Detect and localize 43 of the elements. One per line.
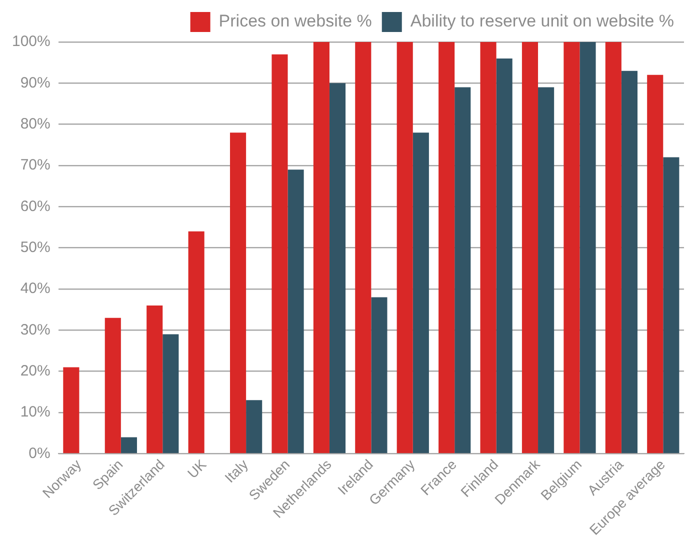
bar — [396, 42, 413, 454]
bar — [663, 157, 680, 454]
y-tick-label: 90% — [20, 74, 50, 92]
bar — [230, 132, 246, 454]
y-tick-label: 70% — [20, 156, 50, 174]
y-tick-label: 60% — [20, 198, 50, 215]
bar — [146, 305, 163, 454]
bar — [647, 74, 664, 454]
bar — [272, 54, 288, 454]
bar — [564, 42, 580, 454]
y-tick-label: 10% — [20, 404, 50, 421]
legend-label: Prices on website % — [218, 12, 372, 31]
bar — [63, 367, 80, 454]
y-tick-label: 40% — [20, 280, 50, 298]
bar — [538, 87, 554, 454]
bar — [621, 70, 638, 454]
y-tick-label: 100% — [12, 33, 50, 50]
bar — [480, 42, 496, 454]
bar — [371, 297, 388, 454]
y-tick-label: 80% — [20, 115, 50, 132]
y-tick-label: 20% — [20, 362, 50, 380]
bar — [355, 42, 372, 454]
bar — [104, 318, 121, 454]
bar — [313, 42, 330, 454]
x-tick-label: UK — [184, 456, 210, 482]
bar — [496, 58, 512, 454]
bar — [288, 170, 304, 454]
bar — [162, 334, 179, 454]
bar — [329, 83, 346, 454]
y-tick-label: 30% — [20, 321, 50, 338]
bar — [454, 87, 471, 454]
bar — [522, 42, 538, 454]
bar — [188, 231, 204, 454]
legend-label: Ability to reserve unit on website % — [410, 12, 674, 31]
bar — [246, 400, 262, 454]
bar — [412, 132, 429, 454]
y-tick-label: 50% — [20, 238, 50, 256]
y-tick-label: 0% — [28, 444, 50, 462]
bar — [580, 42, 596, 454]
bar — [438, 42, 455, 454]
x-tick-label: Italy — [221, 456, 251, 486]
bar — [605, 42, 622, 454]
bar — [120, 437, 137, 454]
